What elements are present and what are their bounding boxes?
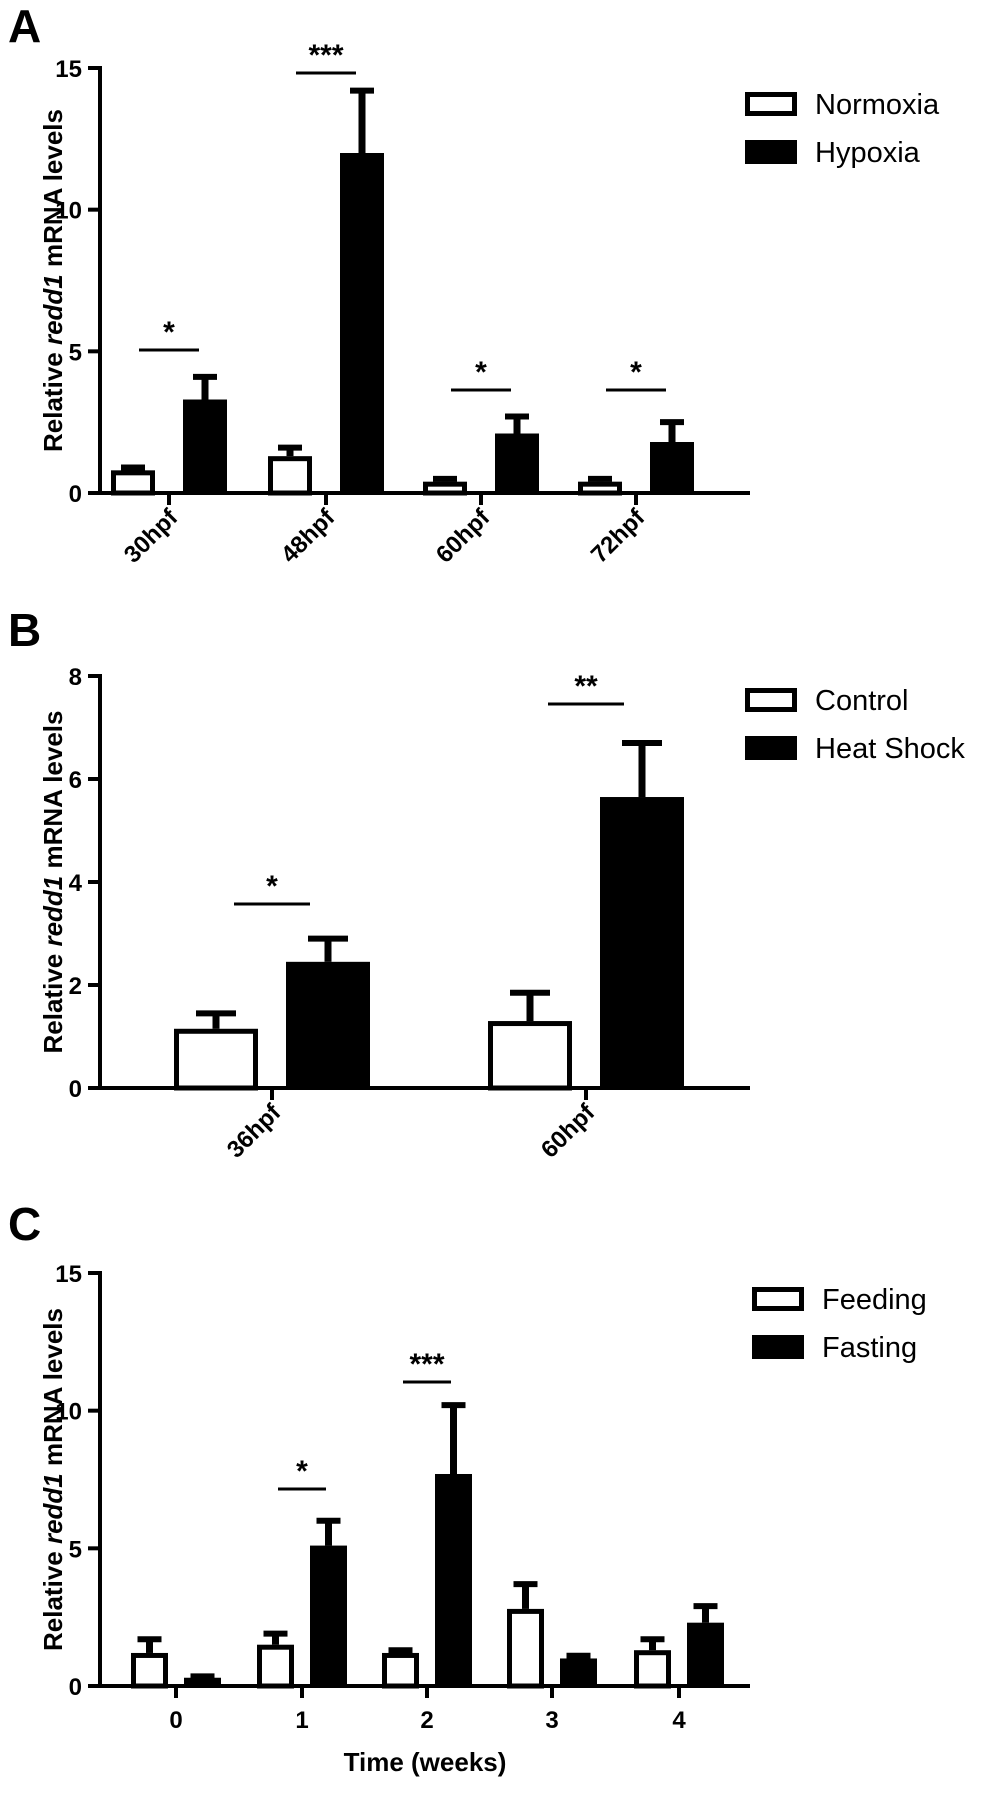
chart-a-legend-swatch-normoxia — [745, 92, 797, 116]
chart-a-legend-swatch-hypoxia — [745, 140, 797, 164]
chart-c-x-tick-label-1: 1 — [295, 1707, 308, 1734]
chart-a-panel-letter: A — [8, 0, 41, 52]
chart-c-bar-fasting-2 — [435, 1473, 472, 1686]
chart-a-x-tick-label-1: 48hpf — [276, 503, 341, 568]
chart-a-bar-hypoxia-1 — [340, 153, 384, 493]
chart-a-bar-normoxia-0 — [111, 470, 155, 496]
chart-a-bar-normoxia-1 — [268, 456, 312, 496]
chart-a-sig-mark-3: * — [630, 356, 642, 389]
chart-c-legend-swatch-feeding — [752, 1287, 804, 1311]
chart-b-legend-label-heat-shock: Heat Shock — [815, 733, 965, 765]
chart-a-y-axis-title-part-1: redd1 — [38, 274, 68, 345]
chart-a-y-tick-label-0: 0 — [69, 481, 82, 508]
chart-c-x-tick-label-2: 2 — [420, 1707, 433, 1734]
chart-c-x-tick-label-3: 3 — [545, 1707, 558, 1734]
chart-b-sig-mark-0: * — [266, 870, 278, 903]
chart-c-bar-feeding-2 — [382, 1652, 419, 1689]
chart-c-bar-feeding-3 — [507, 1608, 544, 1689]
chart-c-sig-mark-2: *** — [409, 1348, 444, 1381]
chart-b-y-axis-title: Relative redd1 mRNA levels — [38, 711, 68, 1054]
chart-b-legend-label-control: Control — [815, 685, 909, 717]
chart-c-x-tick-label-0: 0 — [169, 1707, 182, 1734]
chart-c-bar-fasting-4 — [687, 1622, 724, 1686]
chart-a-sig-mark-2: * — [475, 356, 487, 389]
chart-c-bar-feeding-4 — [634, 1650, 671, 1689]
chart-b-x-tick-label-1: 60hpf — [536, 1098, 601, 1163]
chart-c-y-tick-label-1: 5 — [69, 1536, 82, 1563]
chart-a-bar-normoxia-2 — [423, 481, 467, 496]
chart-b-bar-heat-shock-0 — [286, 961, 370, 1088]
chart-a-sig-mark-0: * — [163, 316, 175, 349]
chart-b-y-axis-title-part-0: Relative — [38, 947, 68, 1054]
chart-a-bar-hypoxia-3 — [650, 442, 694, 493]
chart-a-y-axis-title-part-0: Relative — [38, 345, 68, 452]
chart-b-bar-control-1 — [488, 1021, 572, 1091]
chart-a-x-tick-label-0: 30hpf — [119, 503, 184, 568]
chart-b-y-tick-label-3: 6 — [69, 767, 82, 794]
chart-c-bar-feeding-1 — [257, 1644, 294, 1689]
chart-b-bar-heat-shock-1 — [600, 797, 684, 1088]
chart-b-legend-swatch-heat-shock — [745, 736, 797, 760]
chart-c-bar-fasting-0 — [184, 1677, 221, 1686]
chart-c-bar-feeding-0 — [131, 1652, 168, 1689]
chart-a-sig-mark-1: *** — [308, 39, 343, 72]
chart-c-y-tick-label-2: 10 — [55, 1399, 82, 1426]
chart-b-y-tick-label-1: 2 — [69, 973, 82, 1000]
chart-b-x-tick-label-0: 36hpf — [222, 1098, 287, 1163]
chart-c-legend-label-fasting: Fasting — [822, 1332, 917, 1364]
chart-a-bar-normoxia-3 — [578, 481, 622, 496]
chart-a: A 0 5 10 15 Relative redd1 mRNA levels 30hpf * 4… — [8, 0, 940, 569]
chart-a-y-axis-title-part-2: mRNA levels — [38, 109, 68, 274]
chart-b-y-tick-label-0: 0 — [69, 1076, 82, 1103]
chart-a-y-axis-title: Relative redd1 mRNA levels — [38, 109, 68, 452]
chart-c-x-tick-label-4: 4 — [672, 1707, 686, 1734]
chart-b-y-axis-title-part-1: redd1 — [38, 876, 68, 947]
chart-c-sig-mark-1: * — [296, 1455, 308, 1488]
chart-c-legend-swatch-fasting — [752, 1335, 804, 1359]
chart-a-y-tick-label-2: 10 — [55, 198, 82, 225]
chart-a-legend-label-hypoxia: Hypoxia — [815, 137, 921, 169]
chart-c-x-axis-title: Time (weeks) — [344, 1747, 507, 1777]
chart-c-panel-letter: C — [8, 1198, 41, 1250]
chart-c-y-tick-label-0: 0 — [69, 1674, 82, 1701]
chart-c-bar-fasting-3 — [560, 1658, 597, 1686]
chart-b-bar-control-0 — [174, 1028, 258, 1091]
chart-a-x-tick-label-2: 60hpf — [431, 503, 496, 568]
chart-a-x-tick-label-3: 72hpf — [586, 503, 651, 568]
chart-c-y-axis-title-part-1: redd1 — [38, 1473, 68, 1544]
chart-b-y-axis-title-part-2: mRNA levels — [38, 711, 68, 876]
chart-a-bar-hypoxia-2 — [495, 433, 539, 493]
chart-c-y-tick-label-3: 15 — [55, 1261, 82, 1288]
chart-b-y-tick-label-2: 4 — [69, 870, 83, 897]
chart-a-y-tick-label-1: 5 — [69, 339, 82, 366]
chart-b-y-tick-label-4: 8 — [69, 664, 82, 691]
chart-a-legend-label-normoxia: Normoxia — [815, 89, 940, 121]
chart-a-bar-hypoxia-0 — [183, 399, 227, 493]
chart-c-legend-label-feeding: Feeding — [822, 1284, 927, 1316]
chart-c-y-axis-title: Relative redd1 mRNA levels — [38, 1308, 68, 1651]
chart-b-sig-mark-1: ** — [574, 670, 598, 703]
chart-c-y-axis-title-part-0: Relative — [38, 1544, 68, 1651]
chart-b-legend-swatch-control — [745, 688, 797, 712]
chart-c-bar-fasting-1 — [310, 1545, 347, 1686]
chart-c-y-axis-title-part-2: mRNA levels — [38, 1308, 68, 1473]
chart-b-panel-letter: B — [8, 604, 41, 656]
chart-a-y-tick-label-3: 15 — [55, 56, 82, 83]
